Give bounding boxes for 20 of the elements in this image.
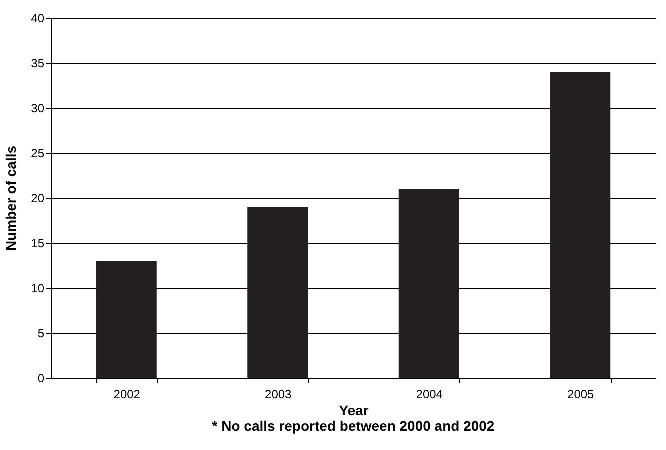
y-tick-label: 0	[38, 372, 45, 386]
x-axis-title: Year	[339, 402, 370, 418]
y-tick-label: 10	[31, 282, 45, 296]
x-tick-label: 2004	[416, 388, 444, 402]
text: * No calls reported between 2000 and 2002	[212, 418, 495, 434]
bar	[248, 207, 308, 378]
y-tick-label: 5	[38, 326, 45, 340]
y-tick-label: 20	[31, 192, 45, 206]
y-axis-title: Number of calls	[3, 146, 20, 252]
bar	[550, 72, 611, 378]
bar	[398, 189, 460, 378]
y-tick-label: 35	[31, 56, 45, 70]
x-tick-label: 2005	[568, 388, 595, 402]
y-tick-label: 40	[31, 12, 45, 26]
y-tick-label: 30	[31, 102, 45, 116]
x-tick-label: 2002	[114, 388, 141, 402]
bar	[96, 261, 157, 378]
x-tick-label: 2003	[265, 388, 292, 402]
y-tick-label: 25	[31, 146, 45, 160]
y-tick-label: 15	[31, 236, 45, 250]
